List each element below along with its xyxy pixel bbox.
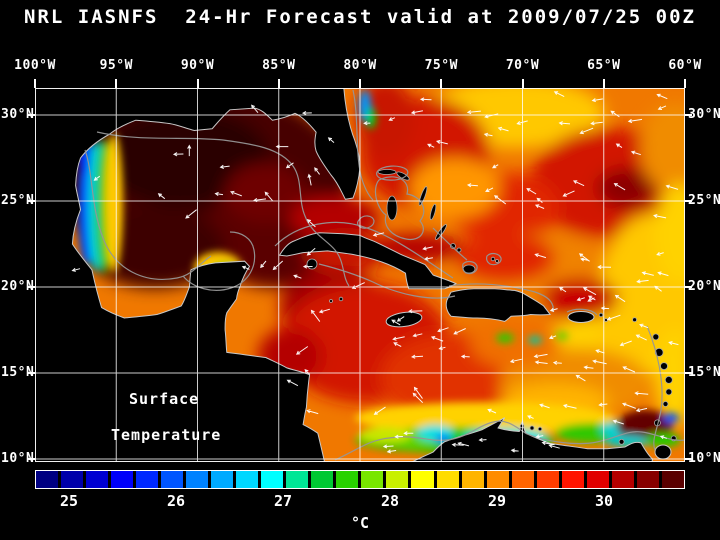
lat-axis-label-right: 25°N — [688, 193, 720, 208]
colorbar-cell — [411, 471, 434, 488]
lat-axis-label-left: 30°N — [1, 107, 35, 122]
colorbar-cell — [586, 471, 609, 488]
colorbar-tick-label: 28 — [380, 492, 400, 510]
lon-axis-label: 80°W — [343, 58, 377, 73]
colorbar-cell — [461, 471, 484, 488]
lat-axis-label-right: 10°N — [688, 451, 720, 466]
land-puerto-rico — [567, 311, 595, 323]
plot-title: NRL IASNFS 24-Hr Forecast valid at 2009/… — [24, 6, 696, 28]
axis-tick — [684, 79, 686, 88]
map-area — [34, 78, 710, 463]
colorbar-cell — [286, 471, 309, 488]
colorbar-tick-label: 30 — [594, 492, 614, 510]
land-jamaica — [385, 311, 423, 328]
colorbar-cell — [536, 471, 559, 488]
axis-tick — [28, 200, 35, 202]
sst-field-large — [60, 78, 710, 428]
axis-tick — [28, 286, 35, 288]
axis-tick — [685, 372, 692, 374]
colorbar-cell — [211, 471, 234, 488]
axis-tick — [685, 114, 692, 116]
colorbar-cell — [36, 471, 59, 488]
vector-arrow-glyphs — [71, 91, 679, 454]
axis-tick — [685, 458, 692, 460]
lat-axis-label-right: 20°N — [688, 279, 720, 294]
axis-tick — [28, 372, 35, 374]
colorbar-cell — [86, 471, 109, 488]
lon-axis-label: 60°W — [668, 58, 702, 73]
lon-axis-label: 65°W — [587, 58, 621, 73]
colorbar-cell — [486, 471, 509, 488]
lon-axis-label: 70°W — [505, 58, 540, 73]
axis-tick — [115, 79, 118, 88]
lat-axis-label-right: 15°N — [688, 365, 720, 380]
current-vector-arrows — [71, 91, 679, 454]
axis-tick — [28, 114, 35, 116]
islands — [306, 169, 677, 445]
colorbar-tick-label: 25 — [59, 492, 79, 510]
bathymetry-contours — [84, 89, 686, 461]
colorbar-cell — [261, 471, 284, 488]
colorbar-cell — [136, 471, 159, 488]
colorbar-cell — [636, 471, 659, 488]
lat-axis-label-left: 10°N — [1, 451, 35, 466]
colorbar-cell — [361, 471, 384, 488]
colorbar-cell — [111, 471, 134, 488]
lat-axis-label-left: 25°N — [1, 193, 35, 208]
lon-axis-label: 100°W — [14, 58, 56, 73]
colorbar-tick-label: 26 — [166, 492, 186, 510]
colorbar-cell — [236, 471, 259, 488]
axis-tick — [277, 79, 280, 88]
colorbar-cell — [611, 471, 634, 488]
colorbar-cell — [386, 471, 409, 488]
colorbar-unit-label: °C — [350, 514, 370, 532]
lon-axis-label: 75°W — [424, 58, 458, 73]
land-trinidad — [654, 444, 672, 460]
axis-tick — [440, 79, 443, 88]
axis-tick — [685, 200, 692, 202]
grid-lines — [35, 88, 685, 462]
sst-map-canvas — [34, 78, 710, 463]
lon-axis-label: 90°W — [180, 58, 215, 73]
colorbar-tick-label: 27 — [273, 492, 293, 510]
colorbar-cell — [311, 471, 334, 488]
lat-axis-label-right: 30°N — [688, 107, 720, 122]
colorbar-cell — [511, 471, 534, 488]
map-border — [35, 88, 685, 462]
colorbar-cell — [561, 471, 584, 488]
lat-axis-label-left: 20°N — [1, 279, 35, 294]
colorbar-cell — [61, 471, 84, 488]
colorbar-cell — [161, 471, 184, 488]
lon-axis-label: 85°W — [262, 58, 296, 73]
colorbar-cell — [436, 471, 459, 488]
axis-tick — [359, 79, 361, 88]
lon-axis-label: 95°W — [99, 58, 133, 73]
axis-tick — [521, 79, 524, 88]
land-hispaniola — [445, 288, 552, 322]
axis-tick — [34, 79, 36, 88]
lat-axis-label-left: 15°N — [1, 365, 35, 380]
axis-tick — [196, 79, 199, 88]
map-annotation-temperature: Temperature — [111, 426, 222, 444]
axis-tick — [685, 286, 692, 288]
colorbar-tick-label: 29 — [487, 492, 507, 510]
colorbar-cell — [186, 471, 209, 488]
axis-tick — [602, 79, 605, 88]
colorbar — [35, 470, 685, 489]
colorbar-cell — [336, 471, 359, 488]
map-annotation-surface: Surface — [129, 390, 200, 408]
axis-tick — [28, 458, 35, 460]
colorbar-cell — [661, 471, 684, 488]
